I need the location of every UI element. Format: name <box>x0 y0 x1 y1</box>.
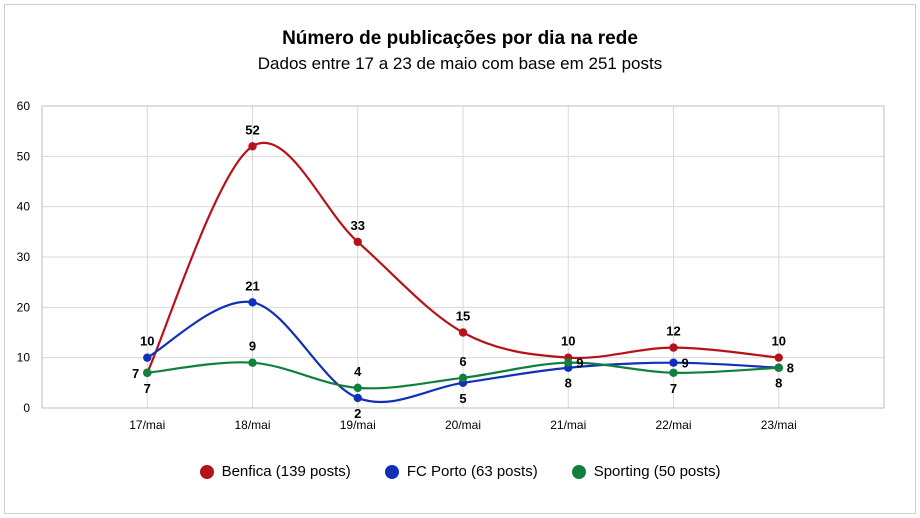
data-point-fc-porto <box>669 358 678 367</box>
data-point-fc-porto <box>143 353 152 362</box>
chart-legend: Benfica (139 posts) FC Porto (63 posts) … <box>0 463 920 480</box>
legend-swatch-benfica <box>199 464 214 479</box>
data-label-benfica: 12 <box>666 324 680 339</box>
data-label-fc-porto: 10 <box>140 334 154 349</box>
data-label-benfica: 15 <box>456 309 470 324</box>
data-label-fc-porto: 8 <box>565 376 572 391</box>
data-point-benfica <box>353 237 362 247</box>
legend-label-fc-porto: FC Porto (63 posts) <box>406 463 538 480</box>
legend-label-sporting: Sporting (50 posts) <box>593 463 721 480</box>
data-point-sporting <box>774 363 783 372</box>
data-point-benfica <box>669 343 678 352</box>
data-point-sporting <box>458 373 468 382</box>
data-label-fc-porto: 9 <box>682 356 689 371</box>
data-label-benfica: 10 <box>561 334 575 349</box>
y-tick-label: 10 <box>17 351 31 365</box>
data-label-benfica: 52 <box>245 122 259 137</box>
legend-swatch-sporting <box>571 464 586 479</box>
y-tick-label: 40 <box>17 200 31 214</box>
data-point-sporting <box>669 368 678 377</box>
data-label-fc-porto: 2 <box>354 406 361 421</box>
data-label-sporting: 7 <box>132 366 139 381</box>
data-label-fc-porto: 8 <box>775 376 782 391</box>
x-tick-label: 21/mai <box>550 418 586 432</box>
data-point-benfica <box>458 328 468 337</box>
data-label-sporting: 6 <box>459 354 466 369</box>
y-tick-label: 30 <box>17 250 31 264</box>
data-point-sporting <box>564 358 573 367</box>
plot-area <box>41 105 885 409</box>
legend-item-sporting: Sporting (50 posts) <box>571 463 721 480</box>
data-label-sporting: 8 <box>787 361 794 376</box>
data-label-benfica: 10 <box>772 334 786 349</box>
data-point-fc-porto <box>248 298 257 307</box>
x-tick-label: 17/mai <box>129 418 165 432</box>
legend-label-benfica: Benfica (139 posts) <box>221 463 351 480</box>
chart-subtitle: Dados entre 17 a 23 de maio com base em … <box>257 54 663 73</box>
data-point-sporting <box>353 383 362 393</box>
chart-frame <box>4 4 916 514</box>
legend-swatch-fc-porto <box>384 464 399 479</box>
x-tick-label: 18/mai <box>234 418 270 432</box>
legend-item-benfica: Benfica (139 posts) <box>199 463 351 480</box>
data-label-benfica: 7 <box>144 381 151 396</box>
legend-item-fc-porto: FC Porto (63 posts) <box>384 463 538 480</box>
data-label-sporting: 9 <box>249 339 256 354</box>
x-tick-label: 19/mai <box>340 418 376 432</box>
data-point-benfica <box>248 142 257 151</box>
series-line-benfica <box>146 141 779 374</box>
y-tick-label: 60 <box>17 99 31 113</box>
data-point-fc-porto <box>353 393 362 403</box>
y-tick-label: 50 <box>17 149 31 163</box>
data-label-sporting: 7 <box>670 381 677 396</box>
data-point-sporting <box>143 368 152 377</box>
x-tick-label: 20/mai <box>445 418 481 432</box>
x-tick-label: 23/mai <box>761 418 797 432</box>
y-tick-label: 20 <box>17 300 31 314</box>
data-label-fc-porto: 21 <box>245 278 259 293</box>
data-point-benfica <box>774 353 783 362</box>
data-point-sporting <box>248 358 257 367</box>
data-label-fc-porto: 5 <box>459 391 466 406</box>
data-label-sporting: 9 <box>576 356 583 371</box>
y-tick-label: 0 <box>23 401 30 415</box>
chart-title: Número de publicações por dia na rede <box>282 28 638 49</box>
data-label-benfica: 33 <box>351 218 365 233</box>
data-label-sporting: 4 <box>354 364 362 379</box>
x-tick-label: 22/mai <box>655 418 691 432</box>
